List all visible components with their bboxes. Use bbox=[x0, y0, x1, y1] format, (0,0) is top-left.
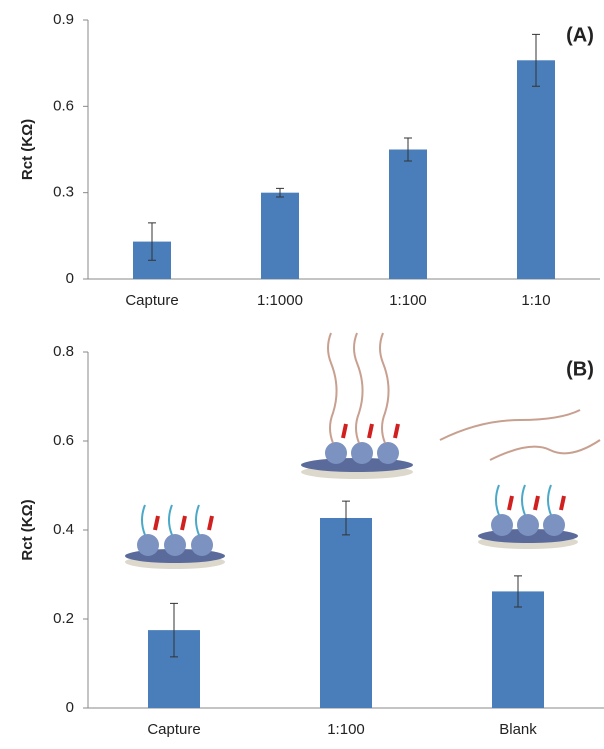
y-tick-label: 0.8 bbox=[53, 343, 74, 360]
x-tick-label: 1:100 bbox=[327, 721, 365, 738]
x-tick-label: Capture bbox=[125, 292, 178, 309]
y-tick-label: 0.4 bbox=[53, 521, 74, 538]
panel-label: (B) bbox=[566, 358, 594, 380]
x-tick-label: 1:10 bbox=[521, 292, 550, 309]
x-tick-label: 1:1000 bbox=[257, 292, 303, 309]
y-tick-label: 0 bbox=[66, 699, 74, 716]
bar bbox=[517, 60, 555, 280]
bar bbox=[320, 517, 372, 708]
bar bbox=[261, 192, 299, 279]
illustration-target bbox=[301, 332, 413, 479]
x-tick-label: 1:100 bbox=[389, 292, 427, 309]
illustration-blank bbox=[439, 409, 601, 549]
x-tick-label: Capture bbox=[147, 721, 200, 738]
bar bbox=[492, 591, 544, 708]
error-bar bbox=[148, 222, 156, 261]
y-tick-label: 0.9 bbox=[53, 11, 74, 28]
error-bar bbox=[404, 137, 412, 162]
error-bar bbox=[342, 500, 350, 536]
error-bar bbox=[170, 602, 178, 658]
y-axis-title: Rct (KΩ) bbox=[19, 499, 36, 560]
y-axis-title: Rct (KΩ) bbox=[19, 119, 36, 180]
error-bar bbox=[276, 187, 284, 198]
y-tick-label: 0.6 bbox=[53, 97, 74, 114]
error-bar bbox=[514, 575, 522, 608]
bar bbox=[389, 149, 427, 279]
y-tick-label: 0.3 bbox=[53, 184, 74, 201]
y-tick-label: 0.6 bbox=[53, 432, 74, 449]
illustration-capture bbox=[125, 504, 225, 569]
panel-label: (A) bbox=[566, 24, 594, 46]
y-tick-label: 0 bbox=[66, 270, 74, 287]
x-tick-label: Blank bbox=[499, 721, 537, 738]
error-bar bbox=[532, 33, 540, 87]
y-tick-label: 0.2 bbox=[53, 610, 74, 627]
